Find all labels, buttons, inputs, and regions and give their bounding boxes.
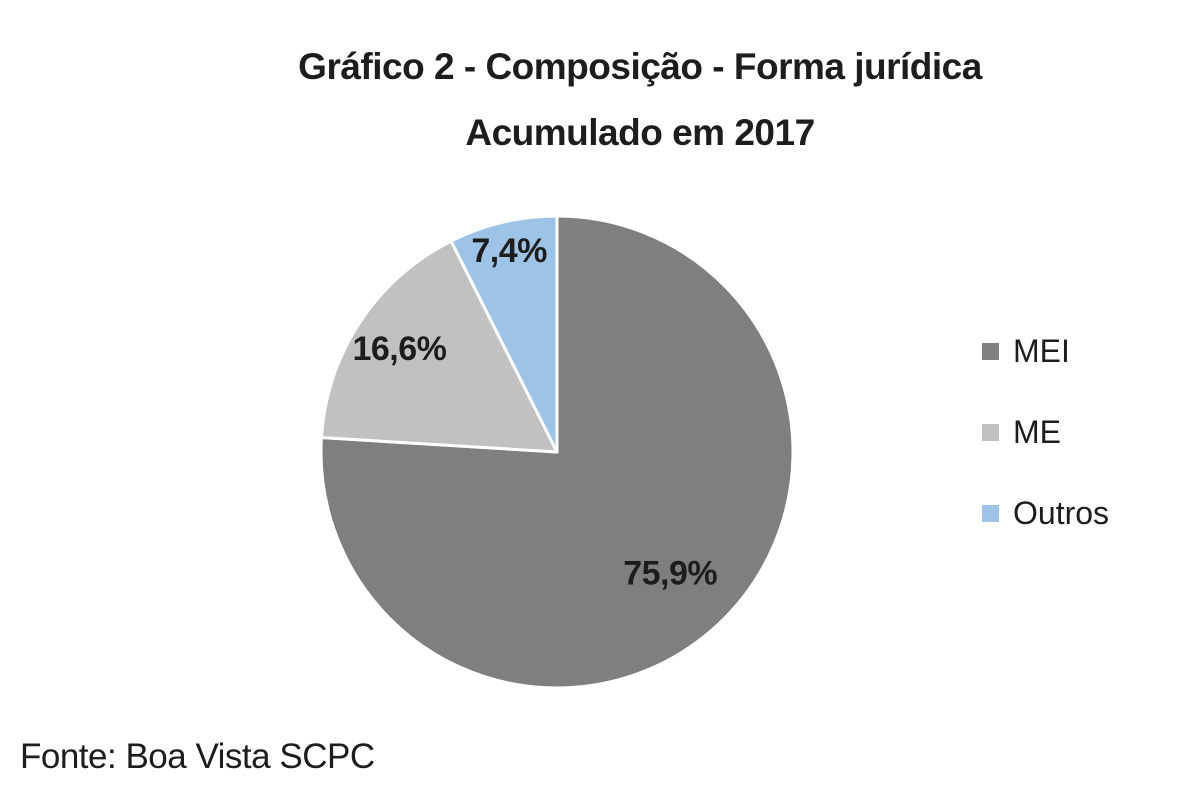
chart-title: Gráfico 2 - Composição - Forma jurídica … — [140, 34, 1140, 166]
pie-slice-mei — [319, 214, 795, 690]
legend-item-me: ME — [982, 416, 1109, 448]
legend-item-mei: MEI — [982, 335, 1109, 367]
legend-swatch-outros — [982, 504, 999, 522]
chart-title-line2: Acumulado em 2017 — [465, 112, 815, 153]
pie-slice-outros — [449, 214, 559, 454]
legend-swatch-mei — [982, 342, 999, 360]
legend: MEI ME Outros — [982, 335, 1109, 529]
slice-label-mei: 75,9% — [623, 554, 717, 592]
legend-label-me: ME — [1013, 414, 1061, 450]
legend-item-outros: Outros — [982, 497, 1109, 529]
legend-swatch-me — [982, 423, 999, 441]
pie-slice-me — [319, 239, 559, 454]
slice-label-me: 16,6% — [352, 330, 446, 368]
legend-label-mei: MEI — [1013, 333, 1070, 369]
legend-label-outros: Outros — [1013, 495, 1110, 531]
slice-label-outros: 7,4% — [471, 232, 547, 270]
chart-title-line1: Gráfico 2 - Composição - Forma jurídica — [298, 46, 982, 87]
source-note: Fonte: Boa Vista SCPC — [20, 737, 375, 776]
